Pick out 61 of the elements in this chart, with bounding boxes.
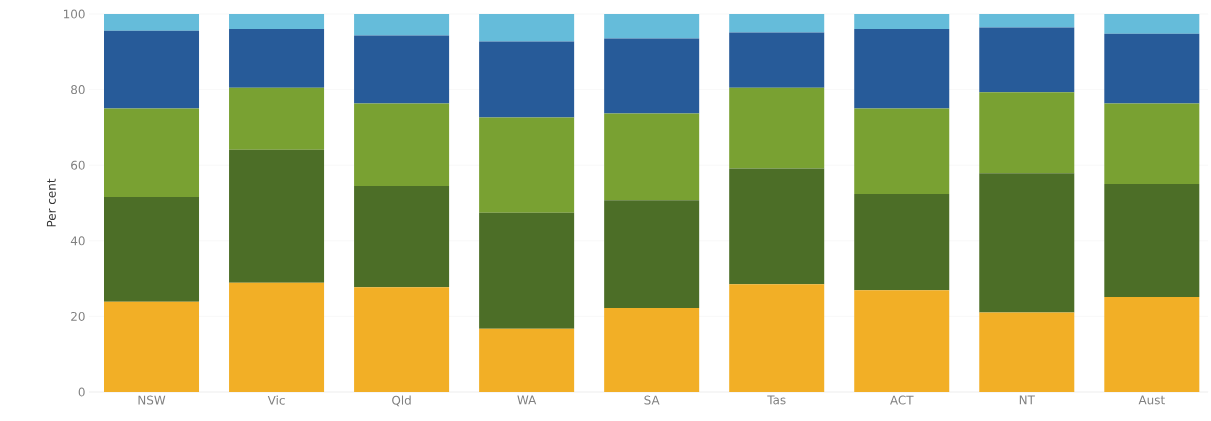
y-tick-label: 100 bbox=[63, 9, 85, 19]
bar bbox=[854, 290, 950, 392]
x-tick-label: Qld bbox=[392, 395, 411, 407]
bar bbox=[1104, 14, 1200, 34]
x-tick-label: Vic bbox=[267, 395, 285, 405]
x-tick-label: Tas bbox=[767, 395, 786, 405]
bar bbox=[1104, 184, 1200, 298]
bar bbox=[729, 87, 825, 169]
bar bbox=[979, 14, 1075, 28]
bar bbox=[229, 149, 325, 283]
bar bbox=[1104, 297, 1200, 392]
bar bbox=[854, 29, 950, 109]
bar bbox=[354, 185, 450, 288]
x-tick-label: ACT bbox=[890, 395, 914, 405]
bar bbox=[1104, 33, 1200, 104]
bar bbox=[979, 92, 1075, 174]
y-tick-label: 80 bbox=[71, 85, 85, 95]
bar bbox=[479, 41, 575, 118]
bar bbox=[729, 32, 825, 88]
bar bbox=[479, 212, 575, 329]
bar bbox=[104, 196, 200, 302]
bar bbox=[729, 168, 825, 285]
bar bbox=[604, 14, 700, 39]
bar bbox=[229, 29, 325, 88]
bar bbox=[604, 200, 700, 309]
bar bbox=[354, 103, 450, 186]
bar bbox=[479, 328, 575, 392]
bar bbox=[604, 113, 700, 201]
bar bbox=[854, 14, 950, 30]
bar bbox=[979, 27, 1075, 93]
x-tick-label: SA bbox=[644, 395, 660, 405]
y-tick-label: 20 bbox=[71, 311, 85, 321]
bar bbox=[104, 301, 200, 392]
x-tick-label: Aust bbox=[1138, 395, 1165, 405]
bar bbox=[229, 87, 325, 150]
y-tick-label: 0 bbox=[78, 387, 85, 397]
x-tick-label: NSW bbox=[138, 395, 166, 405]
bar bbox=[229, 282, 325, 392]
bar bbox=[104, 14, 200, 31]
bar bbox=[104, 30, 200, 109]
bar bbox=[479, 14, 575, 42]
bar bbox=[604, 38, 700, 114]
x-tick-label: NT bbox=[1019, 395, 1035, 405]
x-tick-label: WA bbox=[517, 395, 537, 405]
y-tick-label: 40 bbox=[70, 236, 85, 246]
bar bbox=[354, 14, 450, 36]
bar bbox=[1104, 103, 1200, 185]
bar bbox=[854, 193, 950, 291]
bar bbox=[979, 173, 1075, 313]
bar bbox=[854, 108, 950, 194]
y-axis-title: Per cent bbox=[46, 178, 56, 227]
bar bbox=[354, 35, 450, 104]
y-tick-label: 60 bbox=[71, 160, 85, 170]
bar bbox=[479, 117, 575, 213]
bar bbox=[729, 14, 825, 33]
bar bbox=[604, 308, 700, 392]
bar bbox=[229, 14, 325, 30]
bar bbox=[104, 108, 200, 197]
bar bbox=[729, 284, 825, 392]
bar bbox=[979, 312, 1075, 392]
bar bbox=[354, 287, 450, 392]
